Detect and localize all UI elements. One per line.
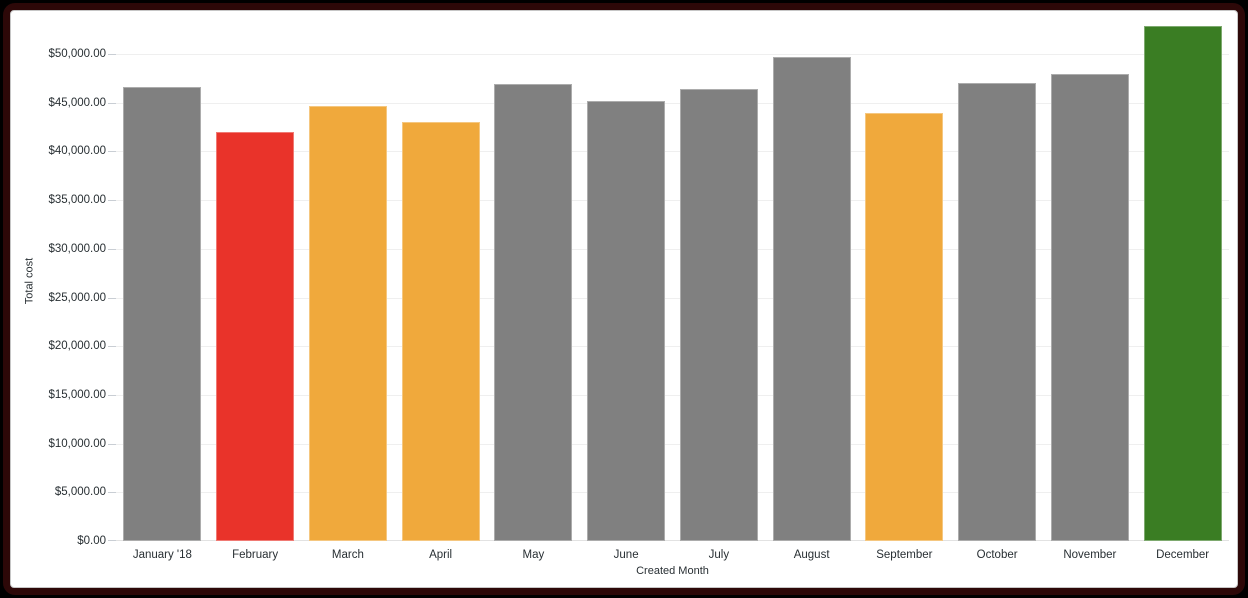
bar-july[interactable] [679, 89, 758, 541]
y-tick-mark [108, 297, 116, 299]
y-tick-mark [108, 200, 116, 202]
gridline-15000 [116, 394, 1229, 396]
x-tick-label-june: June [613, 549, 639, 561]
x-tick-label-april: April [429, 549, 453, 561]
y-tick-mark [108, 102, 116, 104]
y-tick-mark [108, 540, 116, 541]
y-tick-mark [108, 394, 116, 396]
bar-october[interactable] [958, 83, 1037, 541]
x-tick-label-may: May [522, 549, 545, 561]
y-tick-mark [108, 492, 116, 494]
gridline-10000 [116, 443, 1229, 445]
bar-january-18[interactable] [123, 87, 202, 541]
gridline-50000 [116, 54, 1229, 56]
y-tick-mark [108, 346, 116, 348]
bar-november[interactable] [1050, 73, 1129, 541]
y-tick-label: $5,000.00 [54, 486, 106, 499]
gridline-25000 [116, 297, 1229, 299]
bar-may[interactable] [494, 84, 573, 541]
x-tick-label-february: February [232, 549, 279, 561]
gridline-35000 [116, 200, 1229, 202]
y-tick-label: $35,000.00 [48, 194, 106, 207]
y-tick-label: $25,000.00 [48, 291, 106, 304]
window-frame: Total cost $0.00 $5,000.00 $10,000.00 $15,0… [3, 3, 1245, 595]
y-tick-label: $15,000.00 [48, 388, 106, 401]
x-tick-label-december: December [1156, 549, 1210, 561]
bar-april[interactable] [401, 122, 480, 541]
x-tick-label-september: September [876, 549, 933, 561]
gridline-0 [116, 540, 1229, 541]
y-tick-label: $40,000.00 [48, 145, 106, 158]
y-tick-label: $10,000.00 [48, 437, 106, 450]
y-tick-mark [108, 248, 116, 250]
x-tick-label-november: November [1063, 549, 1117, 561]
gridline-40000 [116, 151, 1229, 153]
gridline-20000 [116, 346, 1229, 348]
gridline-5000 [116, 492, 1229, 494]
bar-june[interactable] [587, 100, 666, 541]
bar-february[interactable] [216, 132, 295, 541]
y-tick-mark [108, 151, 116, 153]
x-tick-label-august: August [793, 549, 830, 561]
y-tick-mark [108, 443, 116, 445]
y-tick-label: $20,000.00 [48, 340, 106, 353]
y-tick-label: $50,000.00 [48, 48, 106, 61]
y-tick-label: $0.00 [77, 535, 106, 547]
y-tick-label: $30,000.00 [48, 242, 106, 255]
gridline-45000 [116, 102, 1229, 104]
bar-march[interactable] [308, 105, 387, 541]
x-tick-label-july: July [708, 549, 730, 561]
y-axis: $0.00 $5,000.00 $10,000.00 $15,000.00 $20,00… [11, 21, 116, 547]
x-tick-label-january-18: January '18 [132, 549, 192, 561]
bar-september[interactable] [865, 112, 944, 541]
plot-area [116, 21, 1229, 541]
x-tick-label-october: October [976, 549, 1018, 561]
x-axis-title: Created Month [636, 565, 709, 577]
bar-december[interactable] [1143, 25, 1222, 541]
y-tick-mark [108, 54, 116, 56]
y-tick-label: $45,000.00 [48, 96, 106, 109]
bar-august[interactable] [772, 57, 851, 541]
x-axis: January '18 February March April May June July… [116, 547, 1229, 563]
x-tick-label-march: March [331, 549, 364, 561]
gridline-30000 [116, 248, 1229, 250]
chart-card: Total cost $0.00 $5,000.00 $10,000.00 $15,0… [10, 10, 1238, 588]
